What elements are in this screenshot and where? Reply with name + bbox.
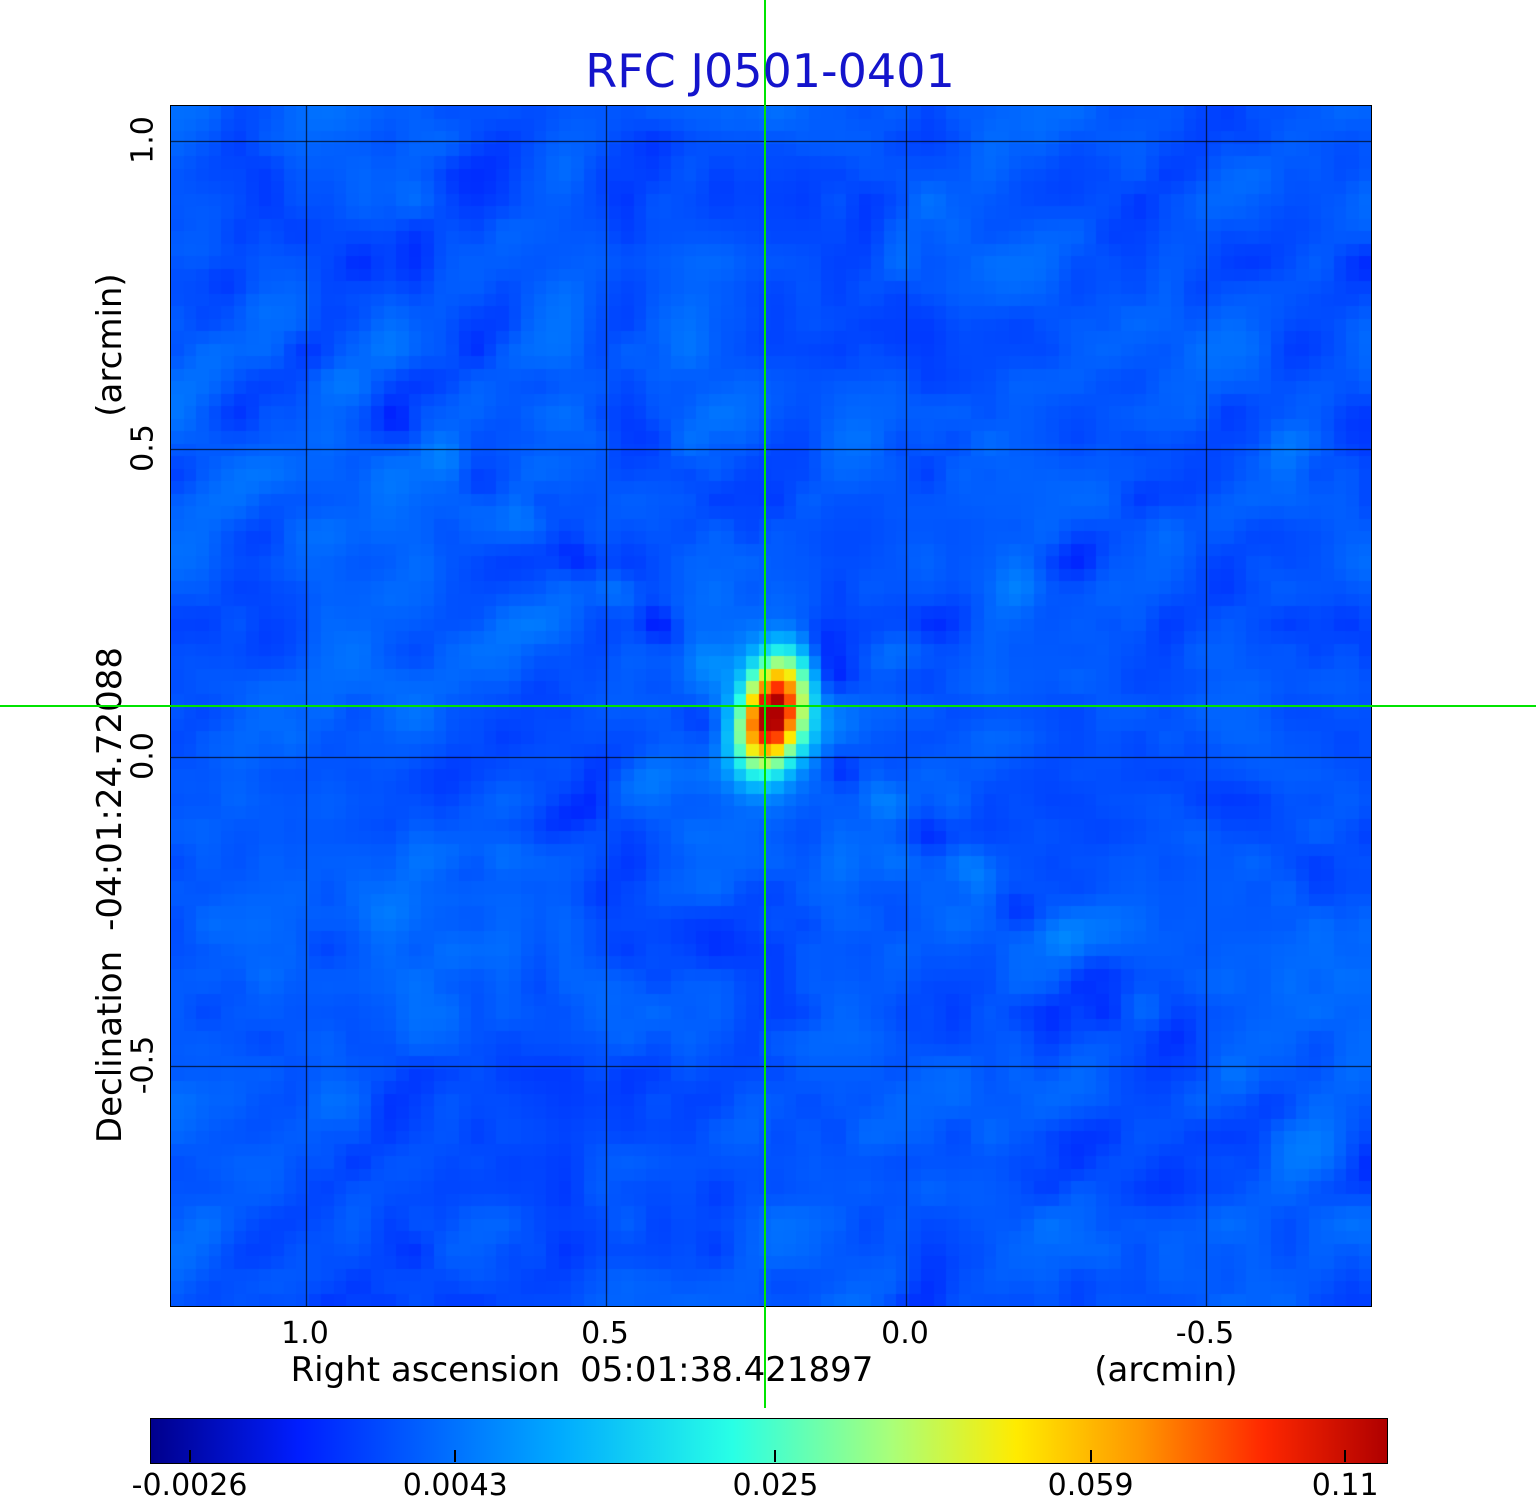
y-tick-label: -0.5	[125, 1035, 161, 1094]
y-axis-value: -04:01:24.72088	[90, 646, 130, 931]
colorbar	[150, 1418, 1388, 1464]
x-axis-value: 05:01:38.421897	[580, 1350, 874, 1390]
colorbar-tick-label: 0.11	[1311, 1468, 1379, 1503]
crosshair-horizontal-line	[0, 704, 1536, 707]
colorbar-tick	[1089, 1450, 1092, 1462]
y-axis-title: Declination -04:01:24.72088	[90, 647, 130, 1143]
x-tick-label: 0.5	[581, 1316, 629, 1351]
plot-title: RFC J0501-0401	[585, 44, 955, 98]
x-tick-label: -0.5	[1175, 1316, 1235, 1351]
x-axis-title: Right ascension 05:01:38.421897	[291, 1350, 874, 1390]
colorbar-tick	[774, 1450, 777, 1462]
x-axis-unit: (arcmin)	[1094, 1350, 1238, 1390]
colorbar-tick	[188, 1450, 191, 1462]
y-axis-unit: (arcmin)	[90, 273, 130, 417]
y-tick-label: 0.5	[125, 424, 161, 473]
colorbar-tick-label: 0.0043	[402, 1468, 508, 1503]
colorbar-tick-label: 0.025	[732, 1468, 819, 1503]
x-tick-label: 0.0	[881, 1316, 929, 1351]
crosshair-vertical-line	[764, 0, 767, 1408]
colorbar-tick-label: -0.0026	[131, 1468, 248, 1503]
y-tick-label: 0.0	[125, 732, 161, 781]
y-tick-label: 1.0	[125, 116, 161, 164]
y-axis-name: Declination	[90, 950, 130, 1144]
colorbar-tick	[1344, 1450, 1347, 1462]
x-tick-label: 1.0	[281, 1316, 329, 1351]
x-axis-name: Right ascension	[290, 1350, 561, 1390]
colorbar-tick	[454, 1450, 457, 1462]
colorbar-tick-label: 0.059	[1047, 1468, 1134, 1503]
